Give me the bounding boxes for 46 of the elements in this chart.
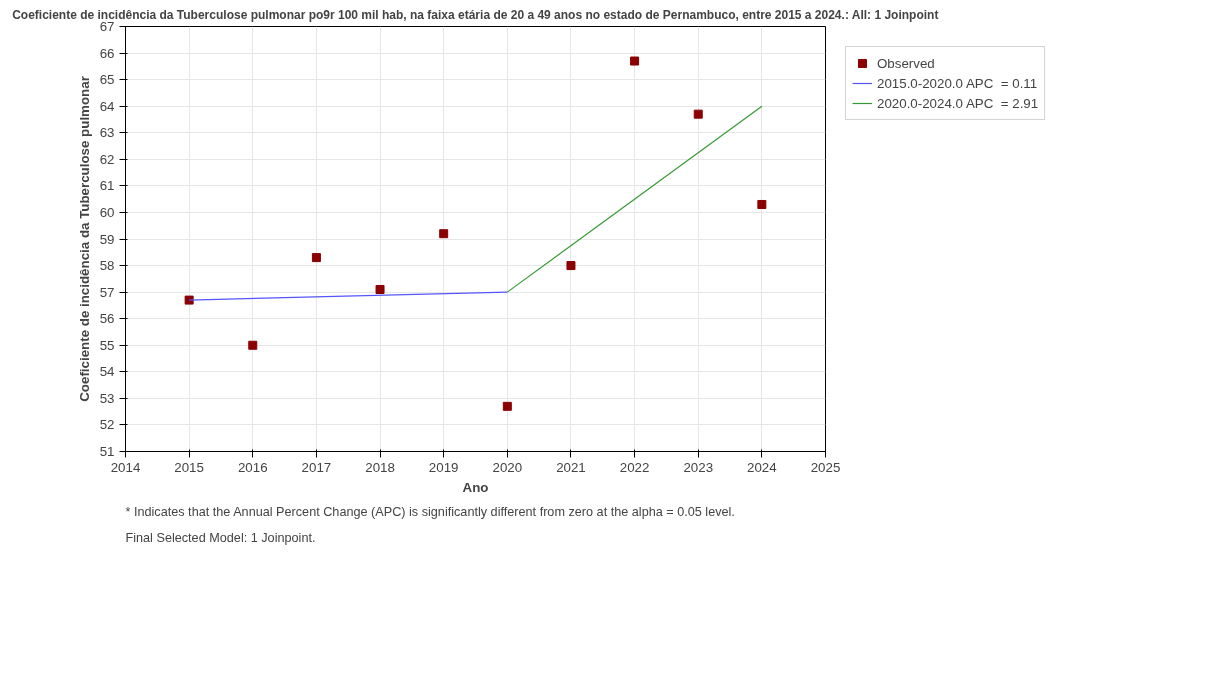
x-tick-label: 2024	[747, 459, 778, 475]
x-tick-label: 2018	[365, 459, 395, 475]
y-tick-label: 58	[99, 258, 115, 274]
chart-title: Coeficiente de incidência da Tuberculose pulmonar po9r 100 mil hab, na faixa etária de 20 a 49 anos no estado de Pernambuco, entre 2015 a 2024.: All: 1 Joinpoint	[12, 7, 939, 22]
x-tick-label: 2016	[237, 459, 268, 475]
point	[439, 229, 449, 239]
point	[693, 109, 703, 119]
y-axis-title: Coeficiente de incidência da Tuberculose pulmonar	[76, 76, 92, 402]
y-tick-label: 62	[99, 151, 115, 167]
y-tick-label: 53	[99, 390, 115, 406]
point	[566, 261, 576, 271]
x-axis-title: Ano	[462, 479, 489, 495]
y-tick-label: 54	[99, 364, 116, 380]
y-tick-label: 56	[99, 311, 115, 327]
x-tick-label: 2023	[683, 459, 714, 475]
y-tick-label: 60	[99, 204, 115, 220]
legend-label: 2020.0-2024.0 APC = 2.91	[877, 95, 1039, 111]
y-tick-label: 66	[99, 45, 115, 61]
y-tick-label: 61	[99, 178, 115, 194]
legend-label: Observed	[877, 55, 935, 71]
text: * Indicates that the Annual Percent Change (APC) is significantly different from zero at the alpha = 0.05 level.	[125, 504, 735, 519]
x-tick-label: 2014	[110, 459, 141, 475]
y-tick-label: 67	[99, 19, 115, 34]
x-tick-label: 2025	[810, 459, 841, 475]
x-tick-label: 2017	[301, 459, 332, 475]
y-tick-label: 51	[99, 444, 115, 459]
y-tick-label: 65	[99, 72, 115, 88]
point	[375, 284, 385, 294]
y-tick-label: 63	[99, 125, 115, 141]
y-tick-label: 64	[99, 98, 116, 114]
y-tick-label: 57	[99, 284, 115, 300]
x-tick-label: 2022	[619, 459, 650, 475]
x-tick-label: 2020	[492, 459, 523, 475]
y-tick-label: 52	[99, 417, 115, 433]
text: Final Selected Model: 1 Joinpoint.	[125, 530, 316, 545]
y-tick-label: 55	[99, 337, 115, 353]
x-tick-label: 2015	[174, 459, 204, 475]
point	[757, 199, 767, 209]
point	[248, 340, 258, 350]
x-tick-label: 2021	[556, 459, 586, 475]
point	[502, 401, 512, 411]
point	[311, 253, 321, 263]
y-tick-label: 59	[99, 231, 115, 247]
x-tick-label: 2019	[428, 459, 459, 475]
point	[630, 56, 640, 66]
legend-label: 2015.0-2020.0 APC = 0.11	[877, 75, 1038, 91]
